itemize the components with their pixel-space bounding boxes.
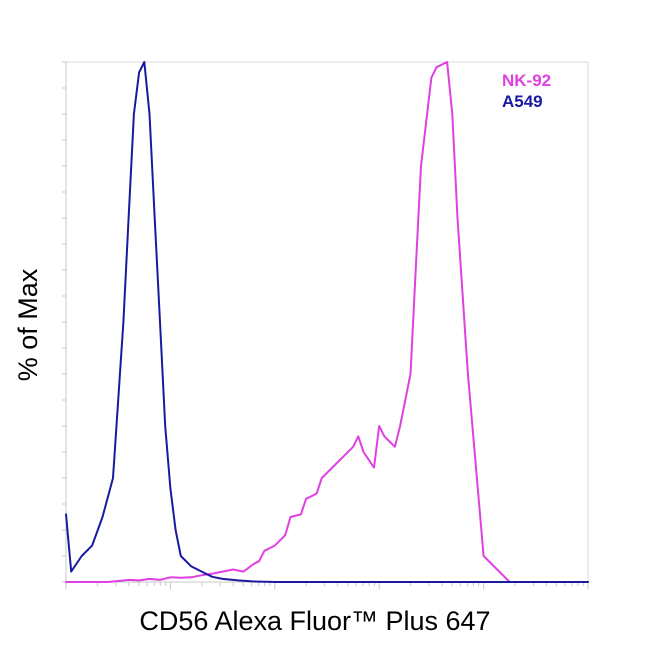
legend: NK-92 A549 <box>502 71 551 111</box>
legend-entry-nk-92: NK-92 <box>502 71 551 90</box>
series-layer <box>65 61 589 583</box>
plot-axes <box>62 61 589 589</box>
series-line-nk-92 <box>65 61 589 583</box>
y-axis-label: % of Max <box>13 268 43 381</box>
legend-entry-a549: A549 <box>502 92 543 111</box>
series-line-a549 <box>65 61 589 583</box>
x-axis-label: CD56 Alexa Fluor™ Plus 647 <box>139 606 490 636</box>
